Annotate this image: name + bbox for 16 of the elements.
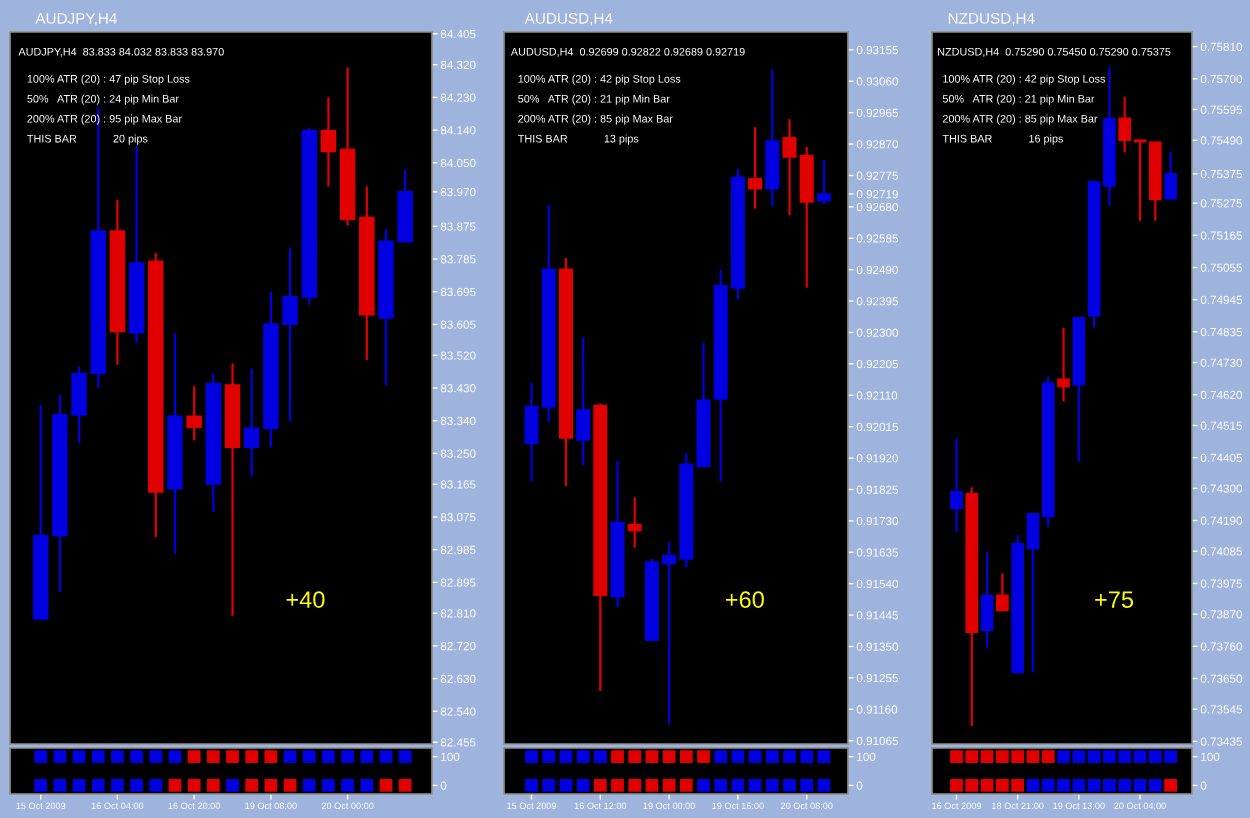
candlestick [576,336,591,467]
candlestick [186,385,202,442]
annotation: +75 [1095,591,1134,608]
candlestick [816,158,831,205]
candlestick [320,96,337,188]
candlestick [1164,150,1177,200]
candlestick [627,496,642,549]
candlestick [1057,326,1070,403]
candlestick [996,572,1009,612]
candlestick [765,68,780,208]
annotation: +60 [725,591,764,608]
candlestick [748,126,763,210]
candlestick [243,367,260,478]
candlestick [950,437,963,534]
candlestick [980,551,994,649]
annotation: +40 [286,591,325,608]
